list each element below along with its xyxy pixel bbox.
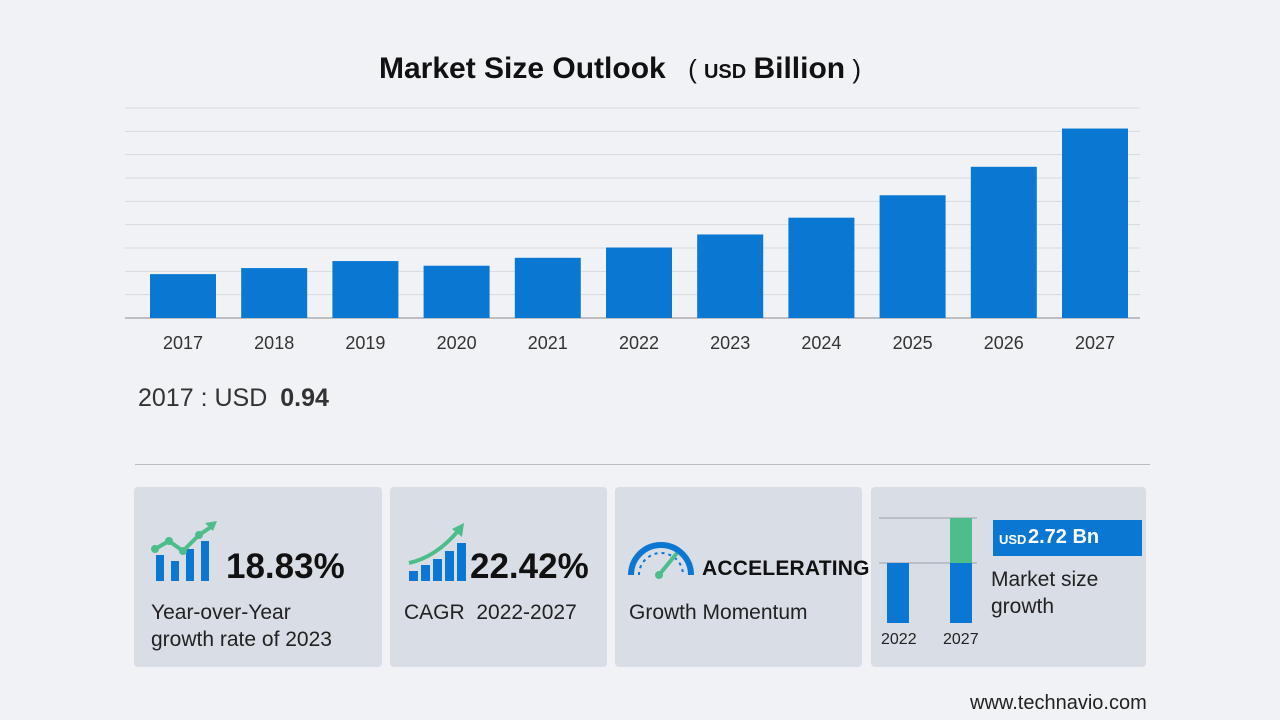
growth-comparison-icon bbox=[879, 517, 977, 623]
cagr-value: 22.42% bbox=[470, 547, 589, 586]
yoy-caption-line2: growth rate of 2023 bbox=[151, 628, 332, 651]
baseline-separator: : bbox=[200, 384, 208, 412]
speedometer-icon bbox=[628, 542, 694, 579]
bar-2022 bbox=[606, 247, 672, 318]
bar-2021 bbox=[514, 257, 581, 318]
cagr-card: 22.42% CAGR 2022-2027 bbox=[390, 487, 607, 667]
chart-title-currency: USD bbox=[703, 61, 747, 83]
chart-title: Market Size Outlook ( USD Billion ) bbox=[0, 52, 1240, 86]
x-tick-label: 2018 bbox=[254, 333, 294, 353]
baseline-currency: USD bbox=[214, 384, 268, 412]
close-paren: ) bbox=[852, 54, 861, 84]
x-tick-label: 2019 bbox=[345, 333, 385, 353]
chart-title-unit: Billion bbox=[753, 52, 846, 85]
market-size-growth-card: 2022 2027 Market size growth bbox=[871, 487, 1146, 667]
bar-2024 bbox=[788, 217, 855, 318]
x-tick-label: 2027 bbox=[1075, 333, 1115, 353]
yoy-growth-caption: Year-over-Year growth rate of 2023 bbox=[151, 599, 332, 653]
baseline-value: 0.94 bbox=[280, 384, 329, 412]
bar-2020 bbox=[423, 265, 490, 318]
growth-caption: Market size growth bbox=[991, 566, 1098, 620]
yoy-growth-card: 18.83% Year-over-Year growth rate of 202… bbox=[134, 487, 382, 667]
growth-year-end: 2027 bbox=[943, 631, 979, 648]
cagr-caption: CAGR 2022-2027 bbox=[404, 601, 577, 624]
rising-bars-icon bbox=[408, 523, 466, 581]
chart-title-unit-group: ( USD Billion ) bbox=[688, 52, 861, 85]
market-size-bar-chart: 2017 2018 2019 2020 2021 2022 2023 2024 2025 2026… bbox=[125, 107, 1140, 353]
growth-caption-line2: growth bbox=[991, 595, 1055, 618]
growth-badge-amount: 2.72 Bn bbox=[1028, 526, 1100, 548]
momentum-status: ACCELERATING bbox=[702, 557, 870, 580]
yoy-growth-value: 18.83% bbox=[226, 547, 345, 586]
growth-amount-badge: USD 2.72 Bn bbox=[993, 520, 1142, 556]
section-divider bbox=[135, 464, 1150, 465]
growth-year-start: 2022 bbox=[881, 631, 917, 648]
bar-2025 bbox=[879, 195, 946, 318]
x-tick-label: 2022 bbox=[619, 333, 659, 353]
x-tick-label: 2023 bbox=[710, 333, 750, 353]
bar-2018 bbox=[241, 268, 308, 318]
x-tick-label: 2026 bbox=[984, 333, 1024, 353]
bar-growth-icon bbox=[151, 521, 217, 581]
x-tick-label: 2020 bbox=[437, 333, 477, 353]
yoy-caption-line1: Year-over-Year bbox=[151, 601, 291, 624]
growth-badge-currency: USD bbox=[999, 532, 1027, 547]
open-paren: ( bbox=[688, 54, 697, 84]
x-tick-label: 2024 bbox=[801, 333, 841, 353]
bar-2026 bbox=[970, 166, 1037, 318]
x-tick-label: 2017 bbox=[163, 333, 203, 353]
baseline-readout: 2017 : USD 0.94 bbox=[138, 384, 329, 413]
bar-2023 bbox=[697, 234, 764, 318]
momentum-caption: Growth Momentum bbox=[629, 601, 808, 624]
baseline-year: 2017 bbox=[138, 384, 194, 412]
x-tick-label: 2025 bbox=[893, 333, 933, 353]
growth-caption-line1: Market size bbox=[991, 568, 1099, 591]
chart-title-main: Market Size Outlook bbox=[378, 52, 666, 85]
bar-2027 bbox=[1062, 128, 1128, 318]
bar-2019 bbox=[332, 261, 399, 318]
bar-2017 bbox=[150, 274, 216, 318]
footer-website-link[interactable]: www.technavio.com bbox=[970, 692, 1147, 714]
growth-momentum-card: ACCELERATING Growth Momentum bbox=[615, 487, 869, 667]
x-tick-label: 2021 bbox=[528, 333, 568, 353]
